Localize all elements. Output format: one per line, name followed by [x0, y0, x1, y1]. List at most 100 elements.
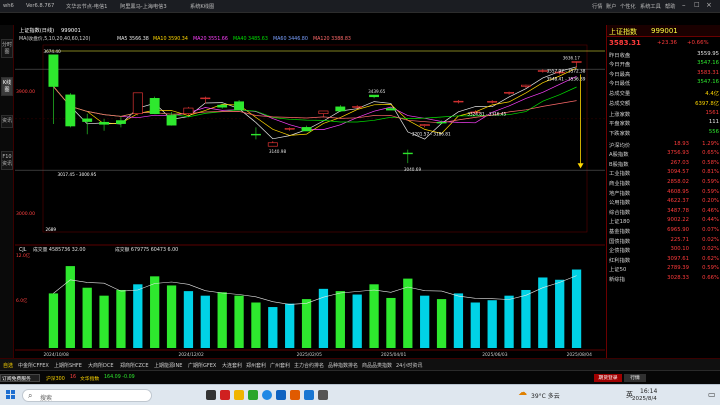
- server-tab-1[interactable]: 文华云节点-电信1: [66, 4, 108, 10]
- price-annotation: 3201.57 - 3186.81: [412, 132, 451, 137]
- tab-intraday[interactable]: 分时图: [1, 39, 13, 58]
- candle[interactable]: [402, 149, 413, 164]
- app-icon-office[interactable]: [276, 390, 286, 400]
- candle[interactable]: [318, 110, 329, 118]
- exchange-tab-guangzhou-arb[interactable]: 广州套利: [270, 363, 291, 369]
- vol-header-label: CJL: [19, 247, 27, 253]
- candle[interactable]: [234, 100, 245, 111]
- candle[interactable]: [554, 70, 565, 75]
- menu-quotes[interactable]: 行情: [592, 4, 603, 10]
- candle[interactable]: [166, 111, 177, 126]
- exchange-tab-gfex[interactable]: 广期所GFEX: [188, 363, 217, 369]
- close-icon[interactable]: ×: [706, 1, 712, 9]
- stat-row-1-value: 3547.16: [697, 60, 719, 67]
- volume-bar: [504, 295, 514, 348]
- app-icon-terminal[interactable]: [206, 390, 216, 400]
- app-icon-mail[interactable]: [304, 390, 314, 400]
- tab-f10[interactable]: F10资讯: [1, 151, 13, 170]
- exchange-tab-favorites[interactable]: 自选: [3, 363, 14, 369]
- ime-indicator[interactable]: 英: [626, 391, 633, 399]
- windows-start-icon[interactable]: [6, 390, 15, 399]
- menu-personalize[interactable]: 个性化: [620, 4, 636, 10]
- maximize-icon[interactable]: □: [694, 1, 700, 8]
- candle[interactable]: [487, 100, 498, 104]
- candle[interactable]: [470, 110, 481, 114]
- index-row-6-label: 公用指数: [609, 200, 631, 207]
- candle[interactable]: [200, 96, 211, 104]
- app-icon-settings[interactable]: [318, 390, 328, 400]
- candle[interactable]: [301, 125, 312, 132]
- candle[interactable]: [115, 117, 126, 128]
- volume-bar: [555, 279, 565, 348]
- taskbar-search-box[interactable]: ⌕ 搜索: [22, 389, 152, 402]
- clock-date[interactable]: 2025/8/4: [632, 396, 657, 402]
- kline-chart-area[interactable]: 上证指数(日线) 999001 MA(收盘价,5,10,20,40,60,120…: [15, 25, 605, 358]
- server-tab-3[interactable]: 系统K线图: [190, 4, 215, 10]
- exchange-tab-czce[interactable]: 郑商所CZCE: [120, 363, 149, 369]
- app-icon-trading[interactable]: [220, 390, 230, 400]
- candle[interactable]: [267, 141, 278, 147]
- candle[interactable]: [48, 54, 59, 124]
- candle[interactable]: [250, 127, 261, 140]
- exchange-tab-variety-index-rank[interactable]: 品种指数排名: [328, 363, 359, 369]
- candle[interactable]: [504, 91, 515, 95]
- index-row-14-label: 新综指: [609, 276, 625, 283]
- subscribe-button[interactable]: 订阅免费服务: [0, 374, 40, 382]
- volume-bar: [352, 294, 362, 348]
- exchange-tab-commodity-index[interactable]: 商品品类指数: [362, 363, 393, 369]
- exchange-tab-24h-news[interactable]: 24小时资讯: [396, 363, 423, 369]
- exchange-tab-dalian-arb[interactable]: 大连套利: [222, 363, 243, 369]
- exchange-tab-shfe[interactable]: 上期所SHFE: [54, 363, 82, 369]
- candle[interactable]: [217, 103, 228, 109]
- candle[interactable]: [419, 123, 430, 128]
- exchange-tab-zhengzhou-arb[interactable]: 郑州套利: [246, 363, 267, 369]
- browser-icon[interactable]: [262, 390, 272, 400]
- index-row-6-pct: 0.20%: [702, 198, 719, 205]
- candle[interactable]: [537, 69, 548, 73]
- candle[interactable]: [385, 106, 396, 111]
- futures-login-button[interactable]: 期货登录: [594, 374, 622, 382]
- kline-chart[interactable]: 上证指数(日线) 999001 MA(收盘价,5,10,20,40,60,120…: [15, 25, 605, 358]
- x-axis-date-label: 2024/12/02: [178, 352, 204, 358]
- menu-system-tools[interactable]: 系统工具: [640, 4, 661, 10]
- exchange-tab-dce[interactable]: 大商所DCE: [88, 363, 114, 369]
- clock-time[interactable]: 16:14: [640, 388, 658, 395]
- stat-row-3-value: 3547.16: [697, 79, 719, 86]
- server-tab-2[interactable]: 阿里黑马-上海电信3: [120, 4, 167, 10]
- tab-news[interactable]: 资讯: [1, 115, 13, 128]
- candle[interactable]: [284, 127, 295, 131]
- candle[interactable]: [436, 120, 447, 124]
- exchange-tab-ine[interactable]: 上期能源INE: [154, 363, 183, 369]
- vol-header-volume: 成交量 4585736 32.00: [33, 246, 86, 253]
- candle[interactable]: [453, 100, 464, 104]
- tab-kline[interactable]: K线图: [1, 77, 13, 96]
- candle[interactable]: [99, 118, 110, 131]
- app-icon-notes[interactable]: [290, 390, 300, 400]
- wechat-icon[interactable]: [248, 390, 258, 400]
- menu-account[interactable]: 账户: [606, 4, 617, 10]
- menu-help[interactable]: 帮助: [665, 4, 676, 10]
- candle[interactable]: [132, 92, 143, 116]
- candle[interactable]: [82, 113, 93, 135]
- notification-icon[interactable]: ▭: [708, 390, 716, 399]
- candle[interactable]: [183, 106, 194, 116]
- ticker-label: 文华指数: [80, 377, 100, 382]
- candle[interactable]: [352, 105, 363, 109]
- exchange-tab-main-contract-rank[interactable]: 主力合约排名: [294, 363, 325, 369]
- index-row-12: 红利指数 3097.61 0.62%: [607, 254, 720, 264]
- candle[interactable]: [369, 94, 380, 99]
- candle[interactable]: [335, 105, 346, 112]
- index-row-7: 综合指数 3487.78 0.46%: [607, 206, 720, 216]
- ma40-value: MA40 3485.63: [233, 36, 268, 42]
- candle[interactable]: [520, 84, 531, 89]
- candle[interactable]: [65, 93, 76, 128]
- minimize-icon[interactable]: –: [682, 1, 686, 9]
- quote-change: +23.36: [657, 40, 677, 46]
- file-explorer-icon[interactable]: [234, 390, 244, 400]
- index-row-0-label: 沪深均价: [609, 142, 631, 149]
- index-row-4-value: 2858.02: [667, 178, 689, 185]
- exchange-tab-cffex[interactable]: 中金所CFFEX: [18, 363, 49, 369]
- market-button[interactable]: 行情: [624, 374, 646, 382]
- candle[interactable]: [149, 96, 160, 115]
- candle[interactable]: [571, 61, 582, 68]
